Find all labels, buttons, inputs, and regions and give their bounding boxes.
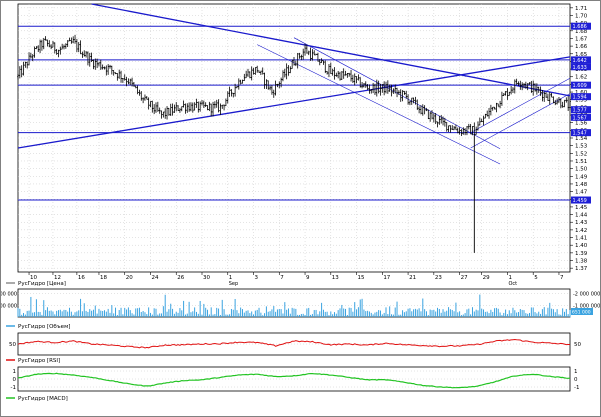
date-axis-label: 29	[483, 275, 490, 281]
macd-axis-label-right: 1	[574, 369, 578, 375]
price-axis-tick-label: 1.65	[575, 52, 588, 58]
price-axis-tick-label: 1.71	[575, 6, 587, 12]
date-axis-label: 26	[177, 275, 184, 281]
price-legend-label: РусГидро [Цена]	[18, 281, 66, 287]
price-axis-tick-label: 1.56	[575, 121, 588, 127]
price-axis-tick-label: 1.38	[575, 259, 588, 265]
price-level-marker	[571, 63, 591, 71]
volume-axis-label-right: -2 000 000	[573, 292, 600, 298]
date-axis-label: 10	[30, 275, 37, 281]
macd-axis-label-left: -1	[11, 385, 16, 391]
macd-line	[17, 372, 571, 389]
rsi-line	[17, 338, 570, 349]
macd-axis-label-right: 0	[574, 377, 578, 383]
price-axis-tick-label: 1.48	[575, 182, 588, 188]
price-axis-tick-label: 1.39	[575, 251, 588, 257]
volume-axis-label-left: 1 000 000	[0, 303, 17, 309]
price-level-marker	[571, 196, 591, 204]
date-axis-label: 7	[280, 275, 284, 281]
date-axis-label: 16	[78, 275, 85, 281]
date-axis-label: 7	[560, 275, 564, 281]
price-axis-tick-label: 1.62	[575, 75, 587, 81]
price-level-marker	[571, 113, 591, 121]
price-axis-tick-label: 1.44	[575, 213, 588, 219]
volume-value-marker-label: 651 000	[572, 310, 591, 316]
price-level-marker-label: 1.642	[573, 58, 587, 64]
price-level-marker-label: 1.686	[573, 24, 587, 30]
price-axis-tick-label: 1.67	[575, 36, 588, 42]
price-level-marker-label: 1.459	[573, 198, 587, 204]
price-axis-tick-label: 1.60	[575, 90, 588, 96]
date-axis-label: 5	[534, 275, 538, 281]
price-axis-tick-label: 1.50	[575, 167, 588, 173]
macd-axis-label-right: -1	[574, 385, 579, 391]
date-axis-label: 1	[229, 275, 233, 281]
price-axis-tick-label: 1.59	[575, 98, 588, 104]
price-axis-tick-label: 1.40	[575, 243, 588, 249]
price-axis-tick-label: 1.41	[575, 236, 587, 242]
price-axis-tick-label: 1.37	[575, 266, 588, 272]
date-axis-label: 20	[126, 275, 133, 281]
price-axis-tick-label: 1.47	[575, 190, 588, 196]
month-label: Sep	[229, 281, 238, 287]
price-level-marker	[571, 106, 591, 114]
date-axis-label: 15	[358, 275, 365, 281]
price-axis-tick-label: 1.45	[575, 205, 588, 211]
date-axis-label: 17	[383, 275, 390, 281]
date-axis-label: 30	[203, 275, 210, 281]
volume-legend-label: РусГидро [Объем]	[18, 324, 70, 330]
price-level-marker	[571, 81, 591, 89]
volume-value-marker	[571, 308, 593, 315]
price-level-marker	[571, 56, 591, 64]
price-axis-tick-label: 1.66	[575, 44, 588, 50]
date-axis-label: 21	[409, 275, 416, 281]
macd-axis-label-left: 0	[13, 377, 17, 383]
date-axis-label: 23	[435, 275, 442, 281]
date-axis-label: 3	[255, 275, 259, 281]
price-axis-tick-label: 1.43	[575, 220, 588, 226]
rsi-legend-label: РусГидро [RSI]	[18, 358, 60, 364]
price-axis-tick-label: 1.52	[575, 151, 587, 157]
price-level-marker-label: 1.567	[573, 115, 587, 121]
trend-line	[91, 3, 571, 97]
volume-bars	[17, 294, 571, 317]
price-level-marker-label: 1.594	[573, 95, 587, 101]
date-axis-label: 24	[151, 275, 158, 281]
date-axis-label: 9	[306, 275, 310, 281]
volume-axis-label-right: -1 000 000	[573, 303, 600, 309]
price-axis-tick-label: 1.51	[575, 159, 587, 165]
date-axis-label: 13	[332, 275, 339, 281]
price-level-marker	[571, 22, 591, 30]
month-label: Oct	[508, 281, 517, 287]
price-level-marker	[571, 93, 591, 101]
trend-line	[17, 56, 571, 149]
date-axis-label: 12	[54, 275, 61, 281]
trend-line	[470, 78, 571, 133]
macd-axis-label-left: 1	[13, 369, 17, 375]
price-level-marker	[571, 129, 591, 137]
rsi-axis-label-right: 50	[574, 342, 581, 348]
date-axis-label: 18	[100, 275, 107, 281]
price-axis-tick-label: 1.53	[575, 144, 588, 150]
price-level-marker-label: 1.577	[573, 108, 587, 114]
volume-axis-label-left: 2 000 000	[0, 292, 17, 298]
price-level-marker-label: 1.609	[573, 83, 587, 89]
date-axis-label: 1	[508, 275, 512, 281]
price-axis-tick-label: 1.42	[575, 228, 587, 234]
price-axis-tick-label: 1.70	[575, 13, 588, 19]
price-level-marker-label: 1.633	[573, 65, 587, 71]
price-axis-tick-label: 1.54	[575, 136, 588, 142]
price-level-marker-label: 1.547	[573, 131, 587, 137]
macd-legend-label: РусГидро [MACD]	[18, 396, 68, 402]
price-axis-tick-label: 1.49	[575, 174, 588, 180]
rsi-axis-label-left: 50	[9, 342, 16, 348]
date-axis-label: 27	[461, 275, 468, 281]
price-axis-tick-label: 1.68	[575, 29, 588, 35]
price-candles	[17, 34, 571, 137]
